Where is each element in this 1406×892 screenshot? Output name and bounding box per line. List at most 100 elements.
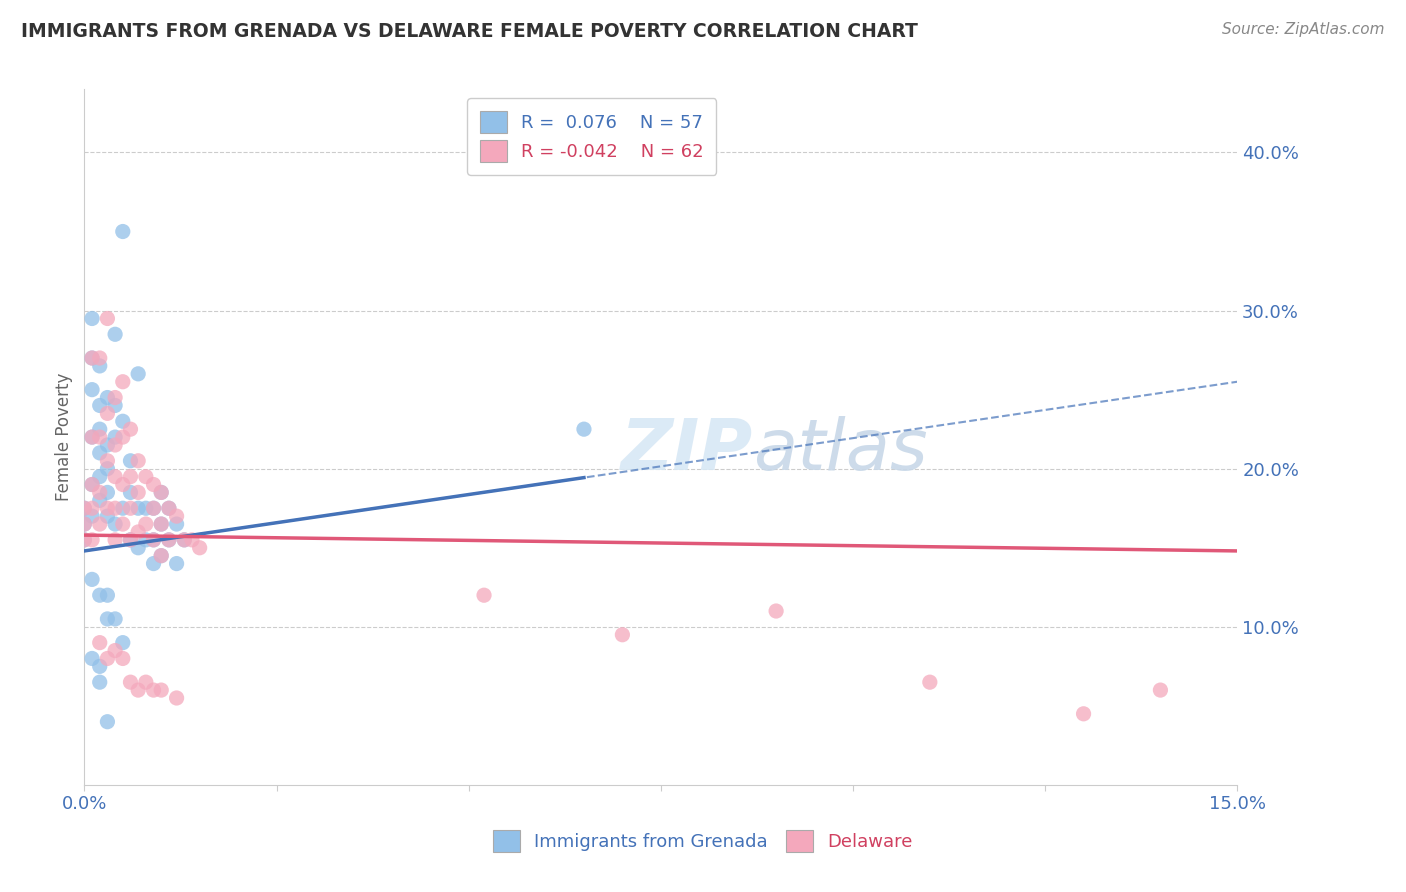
Point [96,501,118,516]
Legend: R =  0.076    N = 57, R = -0.042    N = 62: R = 0.076 N = 57, R = -0.042 N = 62 [467,98,717,175]
Point [111,501,134,516]
Point [111,430,134,444]
Point [157,501,180,516]
Point [73,501,96,516]
Point [73,516,96,531]
Point [89,516,111,531]
Point [765,604,787,618]
Text: atlas: atlas [754,417,928,485]
Point [80,477,103,491]
Point [96,509,118,524]
Point [150,549,173,563]
Point [80,351,103,365]
Point [111,375,134,389]
Point [127,454,149,468]
Point [135,533,157,547]
Point [73,533,96,547]
Point [135,675,157,690]
Point [188,541,211,555]
Point [918,675,941,690]
Point [150,516,173,531]
Point [104,533,127,547]
Y-axis label: Female Poverty: Female Poverty [55,373,73,501]
Point [181,533,204,547]
Point [127,501,149,516]
Point [157,533,180,547]
Point [96,454,118,468]
Point [73,533,96,547]
Point [120,675,142,690]
Point [120,501,142,516]
Point [150,485,173,500]
Text: IMMIGRANTS FROM GRENADA VS DELAWARE FEMALE POVERTY CORRELATION CHART: IMMIGRANTS FROM GRENADA VS DELAWARE FEMA… [21,22,918,41]
Point [80,477,103,491]
Point [166,516,188,531]
Point [89,422,111,436]
Point [80,430,103,444]
Point [80,651,103,665]
Point [73,516,96,531]
Point [166,509,188,524]
Point [150,485,173,500]
Point [104,391,127,405]
Point [142,533,165,547]
Point [80,430,103,444]
Legend: Immigrants from Grenada, Delaware: Immigrants from Grenada, Delaware [481,818,925,865]
Point [89,399,111,413]
Point [96,588,118,602]
Point [127,367,149,381]
Point [89,430,111,444]
Point [89,485,111,500]
Text: Source: ZipAtlas.com: Source: ZipAtlas.com [1222,22,1385,37]
Point [89,659,111,673]
Point [120,454,142,468]
Point [111,516,134,531]
Point [104,438,127,452]
Point [120,533,142,547]
Point [142,477,165,491]
Point [89,446,111,460]
Point [89,359,111,373]
Point [1073,706,1095,721]
Point [89,588,111,602]
Point [96,714,118,729]
Point [96,612,118,626]
Point [173,533,195,547]
Point [104,516,127,531]
Point [142,533,165,547]
Point [150,549,173,563]
Point [80,501,103,516]
Point [150,516,173,531]
Point [157,533,180,547]
Point [135,501,157,516]
Point [120,533,142,547]
Point [80,533,103,547]
Point [96,391,118,405]
Point [142,501,165,516]
Point [120,422,142,436]
Point [127,485,149,500]
Point [472,588,495,602]
Point [89,635,111,649]
Point [96,311,118,326]
Point [89,493,111,508]
Point [150,683,173,698]
Point [127,683,149,698]
Point [120,485,142,500]
Point [104,643,127,657]
Point [135,516,157,531]
Point [104,612,127,626]
Point [73,501,96,516]
Point [104,469,127,483]
Point [96,438,118,452]
Point [111,635,134,649]
Point [166,690,188,705]
Point [80,573,103,587]
Point [96,406,118,420]
Point [135,469,157,483]
Point [96,651,118,665]
Point [120,469,142,483]
Point [80,311,103,326]
Point [111,414,134,428]
Point [111,225,134,239]
